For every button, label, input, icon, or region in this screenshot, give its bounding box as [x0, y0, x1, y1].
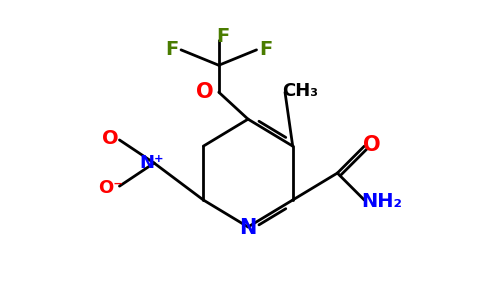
Text: F: F [216, 26, 229, 46]
Text: O: O [196, 82, 214, 102]
Text: O: O [102, 129, 119, 148]
Text: CH₃: CH₃ [282, 82, 318, 100]
Text: N⁺: N⁺ [139, 154, 164, 172]
Text: NH₂: NH₂ [361, 192, 402, 211]
Text: O: O [363, 135, 381, 155]
Text: O⁻: O⁻ [98, 179, 122, 197]
Text: N: N [240, 218, 257, 239]
Text: F: F [259, 40, 272, 59]
Text: F: F [165, 40, 179, 59]
